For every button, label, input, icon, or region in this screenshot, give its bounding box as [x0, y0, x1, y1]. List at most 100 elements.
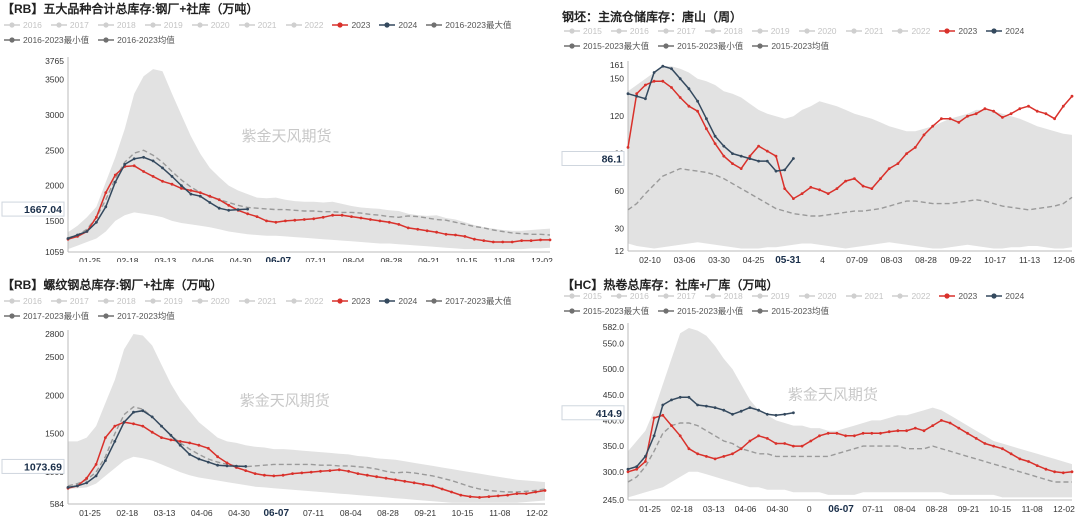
data-point-2024 — [113, 440, 117, 443]
legend-swatch — [752, 308, 769, 314]
legend-item[interactable]: 2022 — [892, 24, 930, 38]
x-tick-label: 12-02 — [531, 256, 553, 262]
x-tick-label: 02-18 — [116, 508, 138, 518]
legend-item[interactable]: 2017-2023最小值 — [4, 309, 89, 323]
legend-item[interactable]: 2017 — [50, 18, 89, 32]
legend-item[interactable]: 2017 — [657, 289, 696, 303]
legend-item[interactable]: 2018 — [97, 294, 136, 308]
legend-label: 2021 — [864, 291, 884, 301]
legend-item[interactable]: 2019 — [144, 294, 183, 308]
legend-item[interactable]: 2015-2023均值 — [752, 304, 829, 318]
legend-item[interactable]: 2020 — [798, 289, 837, 303]
data-point-2023 — [670, 424, 673, 427]
data-point-2024 — [783, 412, 787, 416]
x-tick-label: 03-30 — [708, 255, 730, 265]
series-line-2023 — [67, 421, 546, 499]
data-point-2023 — [774, 442, 778, 445]
data-point-2023 — [520, 239, 523, 243]
legend-item[interactable]: 2019 — [751, 289, 790, 303]
data-point-2024 — [678, 395, 682, 399]
legend-item[interactable]: 2021 — [845, 289, 884, 303]
legend-swatch — [845, 28, 862, 34]
legend-item[interactable]: 2016 — [4, 18, 42, 32]
legend-label: 2017 — [69, 20, 89, 30]
legend-item[interactable]: 2023 — [332, 294, 370, 308]
data-point-2023 — [696, 452, 699, 456]
legend-item[interactable]: 2018 — [704, 24, 743, 38]
legend-item[interactable]: 2024 — [986, 289, 1024, 303]
legend-item[interactable]: 2015-2023最小值 — [658, 304, 743, 318]
data-point-2024 — [696, 403, 699, 407]
legend-item[interactable]: 2015 — [564, 289, 602, 303]
legend-item[interactable]: 2016 — [610, 24, 649, 38]
chart-panel-2: 钢坯：主流仓储库存：唐山（周） 2015 2016 2017 2018 2019 2020… — [560, 0, 1080, 272]
y-tick-label: 1500 — [45, 429, 64, 439]
legend-item[interactable]: 2015-2023均值 — [752, 39, 829, 53]
legend-item[interactable]: 2017-2023均值 — [98, 309, 175, 323]
y-tick-label: 450.0 — [603, 390, 625, 400]
legend-item[interactable]: 2019 — [751, 24, 790, 38]
legend-swatch — [238, 22, 255, 28]
data-point-2023 — [539, 238, 542, 242]
legend-item[interactable]: 2019 — [144, 18, 183, 32]
data-point-2024 — [722, 144, 726, 148]
legend-label: 2016 — [23, 20, 42, 30]
legend-item[interactable]: 2023 — [332, 18, 370, 32]
x-tick-label: 10-15 — [452, 508, 474, 518]
data-point-2024 — [713, 406, 717, 409]
legend-swatch — [564, 28, 580, 34]
legend-swatch — [610, 28, 627, 34]
data-point-2024 — [783, 168, 787, 172]
legend-item[interactable]: 2015-2023最大值 — [564, 304, 649, 318]
legend-item[interactable]: 2020 — [191, 294, 230, 308]
legend-label: 2015-2023最小值 — [677, 306, 744, 316]
legend-item[interactable]: 2024 — [986, 24, 1024, 38]
range-band-max-min — [68, 334, 545, 503]
legend-item[interactable]: 2018 — [97, 18, 136, 32]
legend-item[interactable]: 2015-2023最小值 — [658, 39, 743, 53]
data-point-2023 — [957, 121, 961, 124]
data-point-2023 — [1035, 464, 1039, 467]
data-point-2023 — [913, 426, 917, 430]
legend-item[interactable]: 2017 — [657, 24, 696, 38]
legend-item[interactable]: 2024 — [379, 294, 417, 308]
data-point-2023 — [331, 213, 334, 217]
data-point-2023 — [652, 79, 656, 83]
legend-item[interactable]: 2022 — [285, 18, 323, 32]
data-point-2024 — [687, 87, 691, 91]
legend-item[interactable]: 2016-2023最大值 — [426, 18, 511, 32]
last-value-label: 1667.04 — [24, 204, 62, 216]
legend-swatch — [238, 298, 255, 304]
legend-label: 2018 — [723, 291, 743, 301]
legend-swatch — [4, 298, 20, 304]
legend-item[interactable]: 2015 — [564, 24, 602, 38]
legend-label: 2016-2023最小值 — [23, 35, 90, 45]
x-tick-label: 04-30 — [228, 508, 250, 518]
legend-item[interactable]: 2021 — [238, 18, 277, 32]
legend-item[interactable]: 2016 — [610, 289, 649, 303]
legend-item[interactable]: 2016 — [4, 294, 42, 308]
legend-item[interactable]: 2017-2023最大值 — [426, 294, 511, 308]
y-tick-label: 2800 — [45, 329, 64, 339]
legend-item[interactable]: 2016-2023最小值 — [4, 33, 89, 47]
legend-item[interactable]: 2023 — [939, 24, 977, 38]
y-tick-label: 30 — [615, 224, 625, 234]
legend-item[interactable]: 2015-2023最大值 — [564, 39, 649, 53]
legend-item[interactable]: 2020 — [798, 24, 837, 38]
legend-item[interactable]: 2017 — [50, 294, 89, 308]
legend-item[interactable]: 2018 — [704, 289, 743, 303]
legend-item[interactable]: 2021 — [845, 24, 883, 38]
data-point-2023 — [403, 479, 407, 483]
legend-swatch — [564, 43, 580, 49]
legend-swatch — [751, 28, 768, 34]
data-point-2023 — [966, 431, 969, 435]
legend-item[interactable]: 2021 — [238, 294, 277, 308]
legend-item[interactable]: 2022 — [892, 289, 930, 303]
legend-item[interactable]: 2020 — [191, 18, 230, 32]
legend-item[interactable]: 2023 — [939, 289, 977, 303]
x-tick-label: 08-04 — [343, 256, 365, 262]
legend-item[interactable]: 2024 — [379, 18, 417, 32]
legend-item[interactable]: 2016-2023均值 — [98, 33, 175, 47]
legend-item[interactable]: 2022 — [285, 294, 323, 308]
data-point-2024 — [95, 220, 98, 224]
